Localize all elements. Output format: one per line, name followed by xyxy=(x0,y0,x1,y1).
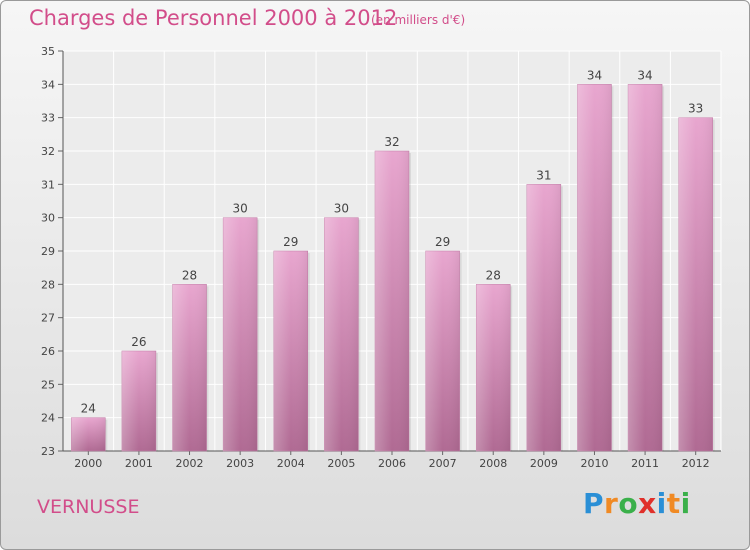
y-tick-label: 31 xyxy=(41,178,55,191)
value-label-2002: 28 xyxy=(182,268,197,282)
value-label-2001: 26 xyxy=(131,335,146,349)
bar-highlight xyxy=(476,284,511,451)
x-tick-label-2012: 2012 xyxy=(682,457,710,470)
bar-highlight xyxy=(121,351,156,451)
proxiti-logo: Proxiti xyxy=(583,487,691,520)
bar-highlight xyxy=(172,284,207,451)
value-label-2008: 28 xyxy=(486,268,501,282)
y-tick-label: 25 xyxy=(41,378,55,391)
x-tick-label-2008: 2008 xyxy=(479,457,507,470)
x-tick-label-2004: 2004 xyxy=(277,457,305,470)
x-tick-label-2005: 2005 xyxy=(327,457,355,470)
value-label-2007: 29 xyxy=(435,235,450,249)
logo-letter: i xyxy=(656,487,667,520)
bar-highlight xyxy=(273,251,308,451)
y-tick-label: 26 xyxy=(41,345,55,358)
logo-letter: t xyxy=(666,487,681,520)
y-tick-label: 29 xyxy=(41,245,55,258)
labels: 23 24 25 26 27 28 29 30 31 32 33 34 35 24 2000 26 2001 28… xyxy=(41,45,710,470)
y-tick-label: 27 xyxy=(41,312,55,325)
y-tick-label: 35 xyxy=(41,45,55,58)
value-label-2010: 34 xyxy=(587,68,602,82)
bar-highlight xyxy=(223,217,258,451)
y-tick-label: 34 xyxy=(41,78,55,91)
logo-letter: o xyxy=(618,487,639,520)
x-tick-label-2003: 2003 xyxy=(226,457,254,470)
logo-letter: r xyxy=(604,487,619,520)
value-label-2003: 30 xyxy=(233,202,248,216)
x-tick-label-2009: 2009 xyxy=(530,457,558,470)
y-tick-label: 30 xyxy=(41,212,55,225)
value-label-2000: 24 xyxy=(81,402,96,416)
value-label-2011: 34 xyxy=(637,68,652,82)
value-label-2009: 31 xyxy=(536,168,551,182)
x-tick-label-2011: 2011 xyxy=(631,457,659,470)
bar-highlight xyxy=(71,417,106,451)
bar-highlight xyxy=(628,84,663,451)
y-tick-label: 24 xyxy=(41,412,55,425)
x-tick-label-2001: 2001 xyxy=(125,457,153,470)
bar-highlight xyxy=(678,117,713,452)
y-tick-label: 23 xyxy=(41,445,55,458)
logo-letter: P xyxy=(583,487,605,520)
logo-letter: x xyxy=(638,487,657,520)
bar-highlight xyxy=(526,184,561,452)
y-tick-label: 33 xyxy=(41,112,55,125)
bar-highlight xyxy=(324,217,359,451)
chart-title: Charges de Personnel 2000 à 2012 xyxy=(29,6,398,30)
value-label-2004: 29 xyxy=(283,235,298,249)
logo-letter: i xyxy=(680,487,691,520)
y-tick-label: 32 xyxy=(41,145,55,158)
value-label-2005: 30 xyxy=(334,202,349,216)
x-tick-label-2007: 2007 xyxy=(429,457,457,470)
value-label-2012: 33 xyxy=(688,102,703,116)
bar-highlight xyxy=(577,84,612,451)
x-tick-label-2000: 2000 xyxy=(74,457,102,470)
x-tick-label-2010: 2010 xyxy=(580,457,608,470)
bars xyxy=(71,84,715,452)
x-tick-label-2006: 2006 xyxy=(378,457,406,470)
bar-highlight xyxy=(425,251,460,451)
value-label-2006: 32 xyxy=(384,135,399,149)
y-tick-label: 28 xyxy=(41,278,55,291)
x-tick-label-2002: 2002 xyxy=(176,457,204,470)
commune-name: VERNUSSE xyxy=(37,496,140,518)
bar-highlight xyxy=(375,151,409,451)
chart-unit: (en milliers d'€) xyxy=(371,13,466,27)
